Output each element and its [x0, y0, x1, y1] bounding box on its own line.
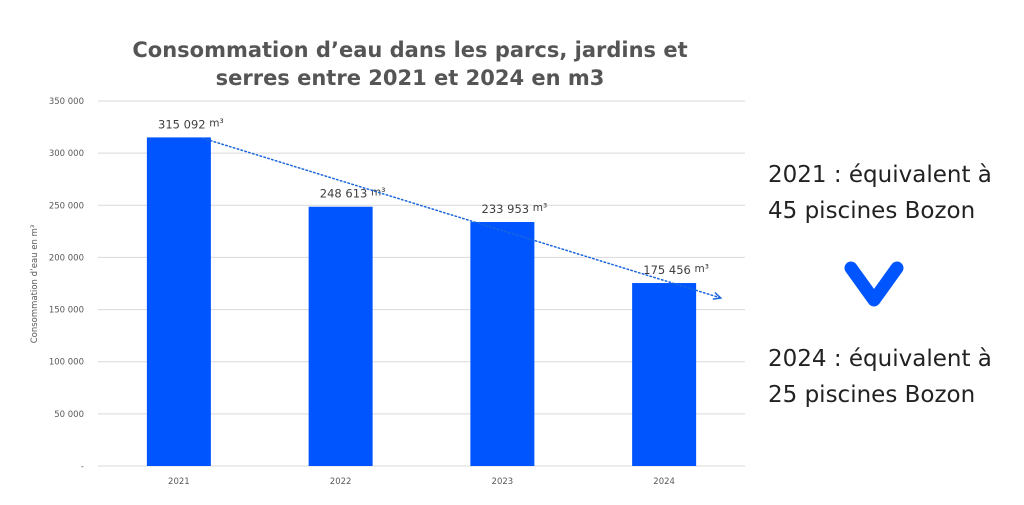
y-tick-label: 250 000 [49, 201, 84, 211]
x-tick-label: 2024 [653, 477, 675, 487]
bar-chart: - 50 000 100 000 150 000 200 000 250 000 300 0… [30, 97, 745, 487]
chart-title-line-2: serres entre 2021 et 2024 en m3 [215, 66, 605, 90]
trendline-arrow-icon [712, 291, 723, 300]
data-label-unit: m³ [533, 202, 547, 214]
bar-2023 [470, 222, 535, 466]
side-note-2024-line-2: 25 piscines Bozon [768, 382, 976, 408]
data-label-2021: 315 092 m³ [158, 117, 224, 131]
side-note-2021-line-2: 45 piscines Bozon [768, 198, 976, 224]
y-tick-label: 200 000 [49, 253, 84, 263]
data-label-2022: 248 613 m³ [320, 187, 386, 201]
data-label-unit: m³ [209, 117, 223, 129]
side-note-2021: 2021 : équivalent à 45 piscines Bozon [768, 157, 1018, 229]
y-tick-label: - [81, 462, 84, 472]
side-note-2021-line-1: 2021 : équivalent à [768, 162, 992, 188]
y-tick-label: 100 000 [49, 358, 84, 368]
trendline [202, 137, 722, 299]
chevron-down-icon [844, 261, 904, 307]
bar-2021 [146, 137, 211, 466]
x-tick-label: 2022 [330, 477, 352, 487]
data-label-2023: 233 953 m³ [482, 202, 548, 216]
chart-title: Consommation d’eau dans les parcs, jardi… [110, 36, 710, 92]
y-tick-label: 150 000 [49, 306, 84, 316]
y-tick-label: 50 000 [54, 410, 84, 420]
y-tick-label: 350 000 [49, 97, 84, 107]
x-tick-label: 2021 [168, 477, 190, 487]
data-label-2024: 175 456 m³ [643, 263, 709, 277]
x-tick-label: 2023 [492, 477, 514, 487]
bar-2022 [308, 206, 373, 466]
side-note-2024-line-1: 2024 : équivalent à [768, 346, 992, 372]
data-label-unit: m³ [695, 263, 709, 275]
chart-title-line-1: Consommation d’eau dans les parcs, jardi… [132, 38, 688, 62]
bar-2024 [632, 283, 697, 466]
side-note-2024: 2024 : équivalent à 25 piscines Bozon [768, 341, 1018, 413]
y-tick-label: 300 000 [49, 149, 84, 159]
y-axis-title: Consommation d’eau en m³ [30, 225, 40, 344]
